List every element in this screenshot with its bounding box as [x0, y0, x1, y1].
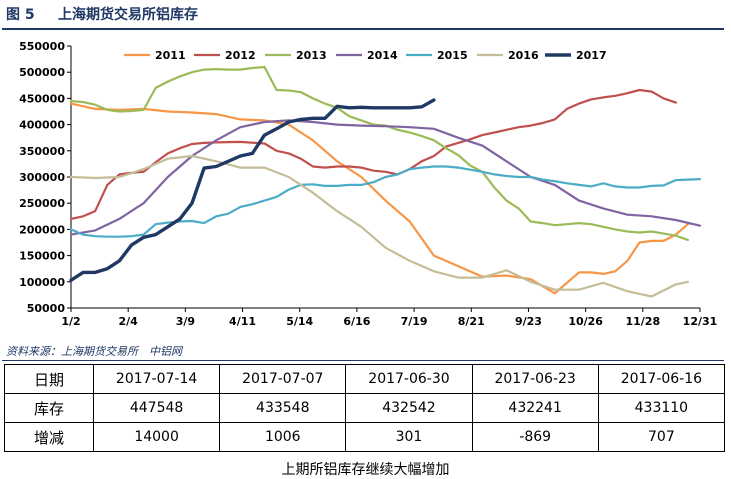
table-date: 2017-07-14 [92, 364, 221, 394]
source-rule [2, 360, 724, 361]
y-tick-label: 150000 [19, 250, 65, 263]
series-line-2014 [69, 119, 702, 236]
table-cell: 432542 [345, 393, 473, 423]
table-caption: 上期所铝库存继续大幅增加 [281, 462, 450, 478]
x-tick-label: 5/14 [286, 315, 313, 328]
legend-label-2012: 2012 [225, 49, 256, 62]
table-cell: 432241 [471, 393, 599, 423]
header-rule [2, 28, 724, 30]
figure-header: 图 5 上海期货交易所铝库存 [0, 0, 731, 30]
table-date: 2017-06-16 [597, 364, 726, 394]
x-tick-label: 9/23 [515, 315, 542, 328]
x-tick-label: 12/31 [683, 315, 718, 328]
figure-number: 图 5 [6, 7, 35, 23]
series-line-2013 [69, 65, 690, 241]
x-tick-label: 7/19 [401, 315, 428, 328]
table-date: 2017-06-23 [471, 364, 599, 394]
y-tick-label: 200000 [19, 223, 65, 236]
y-tick-label: 550000 [19, 40, 65, 53]
series-line-2016 [69, 154, 690, 298]
table-cell: 14000 [92, 422, 221, 452]
y-tick-label: 450000 [19, 92, 65, 105]
table-date: 2017-07-07 [219, 364, 347, 394]
table-cell: -869 [471, 422, 599, 452]
inventory-table: 日期 2017-07-14 2017-07-07 2017-06-30 2017… [4, 364, 726, 452]
y-tick-label: 100000 [19, 276, 65, 289]
table-cell: 433548 [219, 393, 347, 423]
y-tick-label: 350000 [19, 145, 65, 158]
y-tick-label: 300000 [19, 171, 65, 184]
x-tick-label: 3/9 [176, 315, 195, 328]
series-line-2017 [69, 98, 436, 282]
legend-label-2014: 2014 [367, 49, 398, 62]
x-tick-label: 10/26 [568, 315, 603, 328]
x-tick-label: 6/16 [343, 315, 370, 328]
table-row-dates: 日期 2017-07-14 2017-07-07 2017-06-30 2017… [4, 364, 726, 394]
table-cell: 447548 [92, 393, 221, 423]
table-row-inventory: 库存 447548 433548 432542 432241 433110 [4, 393, 726, 423]
table-row-label: 库存 [4, 393, 94, 423]
table-cell: 433110 [597, 393, 726, 423]
x-tick-label: 1/2 [61, 315, 80, 328]
series-line-2012 [69, 88, 677, 220]
legend-label-2015: 2015 [437, 49, 468, 62]
table-header-label: 日期 [4, 364, 94, 394]
y-tick-label: 400000 [19, 119, 65, 132]
legend-label-2017: 2017 [576, 49, 607, 62]
x-tick-label: 8/21 [458, 315, 485, 328]
table-cell: 1006 [219, 422, 347, 452]
legend-label-2013: 2013 [296, 49, 327, 62]
y-tick-label: 500000 [19, 66, 65, 79]
inventory-line-chart: 50000 100000 150000 200000 250000 300000 35000… [19, 40, 718, 328]
figure-title: 上海期货交易所铝库存 [58, 7, 198, 23]
x-tick-label: 11/28 [625, 315, 660, 328]
series-line-2011 [69, 102, 690, 295]
table-row-label: 增减 [4, 422, 94, 452]
y-tick-label: 50000 [27, 302, 66, 315]
source-note: 资料来源：上海期货交易所 中铝网 [6, 345, 182, 358]
legend-label-2016: 2016 [508, 49, 539, 62]
x-tick-label: 4/11 [229, 315, 256, 328]
y-tick-label: 250000 [19, 197, 65, 210]
table-cell: 301 [345, 422, 473, 452]
table-date: 2017-06-30 [345, 364, 473, 394]
table-cell: 707 [597, 422, 726, 452]
table-row-change: 增减 14000 1006 301 -869 707 [4, 422, 726, 452]
legend-label-2011: 2011 [155, 49, 186, 62]
x-tick-label: 2/4 [119, 315, 139, 328]
